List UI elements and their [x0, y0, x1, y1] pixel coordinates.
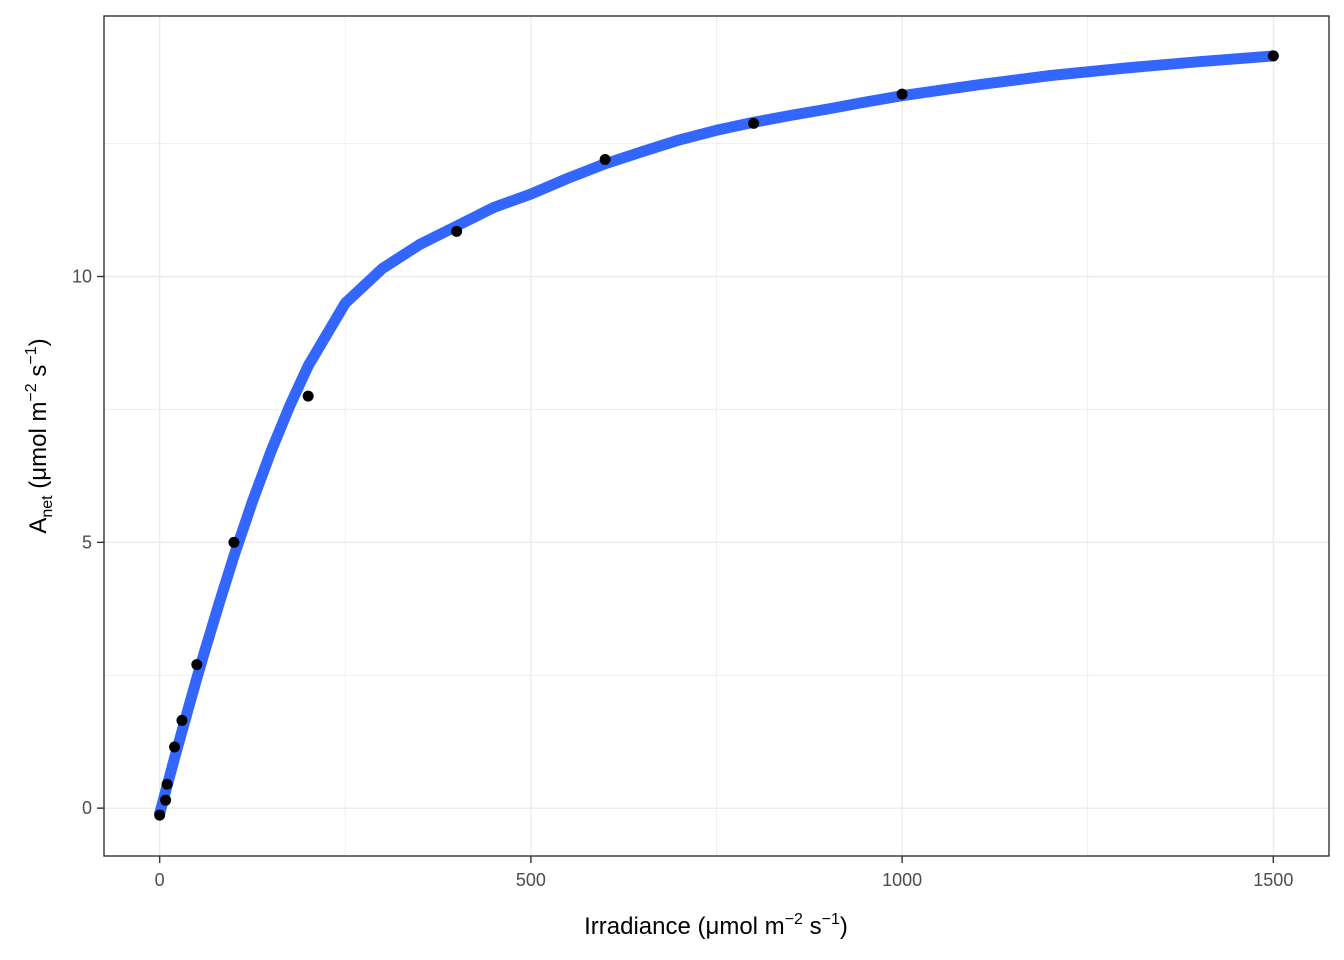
data-point — [154, 809, 166, 821]
data-point — [191, 659, 203, 671]
data-point — [451, 225, 463, 237]
data-point — [302, 390, 314, 402]
data-point — [1267, 50, 1279, 62]
data-point — [160, 794, 172, 806]
y-tick-label: 0 — [82, 798, 92, 818]
x-axis-title: Irradiance (μmol m−2 s−1) — [584, 911, 848, 940]
data-point — [169, 741, 181, 753]
data-point — [896, 88, 908, 100]
plot-panel-border — [103, 15, 1330, 857]
y-axis-title: Anet (μmol m−2 s−1) — [23, 338, 56, 533]
data-points-layer — [154, 50, 1279, 821]
data-point — [161, 778, 173, 790]
x-axis-ticks: 0 500 1000 1500 — [155, 856, 1293, 890]
data-point — [748, 117, 760, 129]
x-tick-label: 0 — [155, 870, 165, 890]
x-tick-label: 500 — [516, 870, 546, 890]
x-tick-label: 1000 — [882, 870, 922, 890]
x-tick-label: 1500 — [1253, 870, 1293, 890]
data-point — [176, 714, 188, 726]
data-point — [599, 154, 611, 166]
y-tick-label: 5 — [82, 532, 92, 552]
data-point — [228, 536, 240, 548]
y-tick-label: 10 — [72, 267, 92, 287]
y-axis-ticks: 0 5 10 — [72, 267, 104, 818]
major-gridlines — [104, 16, 1329, 856]
minor-gridlines — [104, 16, 1329, 856]
